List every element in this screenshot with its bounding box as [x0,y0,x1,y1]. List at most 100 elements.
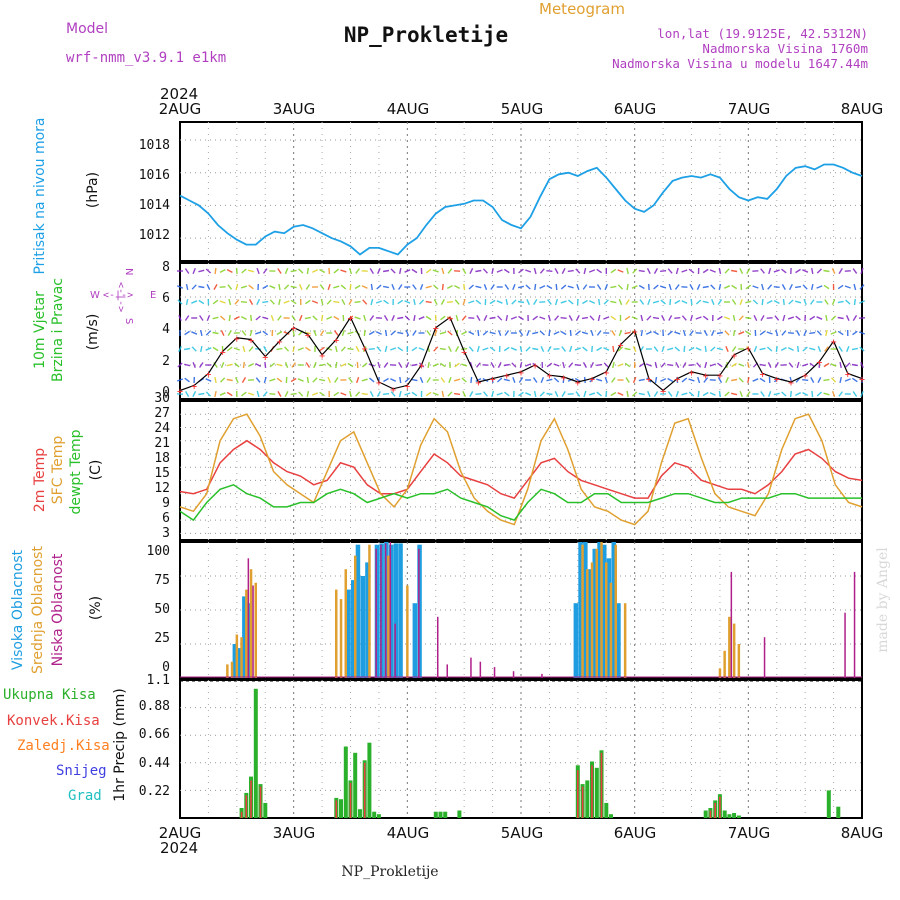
wind-direction-arrow [766,331,773,335]
wind-direction-arrow [198,285,205,289]
wind-direction-arrow [611,377,616,383]
wind-direction-arrow [688,378,695,382]
wind-direction-arrow [731,269,738,273]
wind-direction-arrow [660,270,667,272]
wind-direction-arrow [241,377,247,383]
wind-direction-arrow [731,362,737,368]
wind-direction-arrow [588,269,596,273]
wind-y-ticks: 0 2 4 6 8 [162,260,170,400]
wind-direction-arrow [773,286,780,288]
cloud-low-bar [437,616,439,678]
wind-direction-arrow [361,392,368,396]
location-model-altitude: Nadmorska Visina u modelu 1647.44m [612,56,868,71]
wind-direction-arrow [439,362,446,368]
wind-direction-arrow [183,347,191,351]
wind-direction-arrow [638,284,645,290]
wind-direction-arrow [860,362,864,368]
wind-direction-arrow [497,315,503,321]
temp-unit: (C) [88,460,104,481]
wind-direction-arrow [269,362,276,368]
wind-direction-arrow [512,376,516,384]
wind-direction-arrow [788,362,794,368]
wind-direction-arrow [632,345,637,353]
wind-direction-arrow [759,330,766,336]
wind-gust-marker: + [831,337,837,348]
cloud-high-bar [365,562,370,678]
wind-direction-arrow [703,377,709,383]
wind-direction-arrow [340,392,347,396]
date-labels-top: 2AUG 3AUG 4AUG 5AUG 6AUG 7AUG 8AUG [159,100,883,118]
wind-direction-arrow [383,299,389,305]
wind-direction-arrow [312,315,318,321]
wind-direction-arrow [562,361,566,369]
wind-gust-marker: + [532,361,538,372]
t2m-series-line [179,439,863,499]
wind-direction-arrow [298,314,303,322]
wind-direction-arrow [404,315,410,321]
wind-direction-arrow [731,284,738,290]
wind-direction-arrow [574,347,581,351]
cloud-label-mid: Srednja Oblacnost [30,546,46,674]
cloud-mid-bar [387,555,390,678]
wind-direction-arrow [347,331,354,335]
wind-direction-arrow [725,345,729,353]
wind-direction-arrow [290,269,297,273]
wind-gust-marker: + [433,324,439,335]
wind-direction-arrow [205,268,212,274]
precip-total-bar [736,815,741,818]
wind-direction-arrow [653,330,659,336]
wind-direction-arrow [787,346,794,352]
sfc-temp-series-line [179,413,863,526]
wind-direction-arrow [519,361,523,369]
cloud-low-bar [394,623,396,678]
wind-direction-arrow [668,283,672,291]
wind-direction-arrow [200,329,203,337]
wind-direction-arrow [262,391,268,397]
wind-direction-arrow [853,283,857,291]
cloud-mid-bar [581,544,584,678]
wind-direction-arrow [184,315,190,321]
wind-direction-arrow [382,285,390,289]
wind-direction-arrow [469,267,474,275]
wind-direction-arrow [185,283,189,291]
model-name: wrf-nmm_v3.9.1 e1km [66,50,226,66]
precip-convective-bar [709,810,712,818]
wind-direction-arrow [724,391,730,397]
wind-gust-marker: + [248,336,254,347]
wind-direction-arrow [233,347,240,351]
wind-direction-arrow [234,299,240,305]
precip-unit: 1hr Precip (mm) [112,688,128,801]
wind-direction-arrow [433,284,439,290]
wind-direction-arrow [546,392,553,396]
wind-direction-arrow [766,299,773,305]
wind-direction-arrow [448,376,452,384]
wind-direction-arrow [411,363,418,367]
wind-direction-arrow [306,267,309,275]
wind-direction-arrow [597,314,601,322]
precip-total-bar [343,746,348,818]
legend-graupel: Grad [68,788,102,804]
wind-direction-arrow [588,392,596,396]
wind-direction-arrow [731,392,738,396]
compass-arrows-v: <-|-> [115,282,126,312]
wind-direction-arrow [319,330,325,336]
wind-direction-arrow [461,330,468,336]
wind-direction-arrow [652,300,660,304]
wind-direction-arrow [533,390,537,398]
wind-direction-arrow [290,285,297,289]
wind-direction-arrow [617,346,624,352]
wind-direction-arrow [803,298,807,306]
wind-direction-arrow [795,268,801,274]
wind-direction-arrow [510,316,517,320]
precip-total-bar [263,802,268,818]
cloud-high-bar [578,542,583,678]
wind-direction-arrow [645,363,652,367]
wind-direction-arrow [767,362,772,368]
wind-direction-arrow [844,378,851,382]
wind-direction-arrow [327,283,331,291]
wind-direction-arrow [603,299,609,305]
wind-direction-arrow [639,299,645,305]
wind-direction-arrow [447,391,453,397]
wind-direction-arrow [283,300,290,304]
wind-direction-arrow [411,378,418,382]
